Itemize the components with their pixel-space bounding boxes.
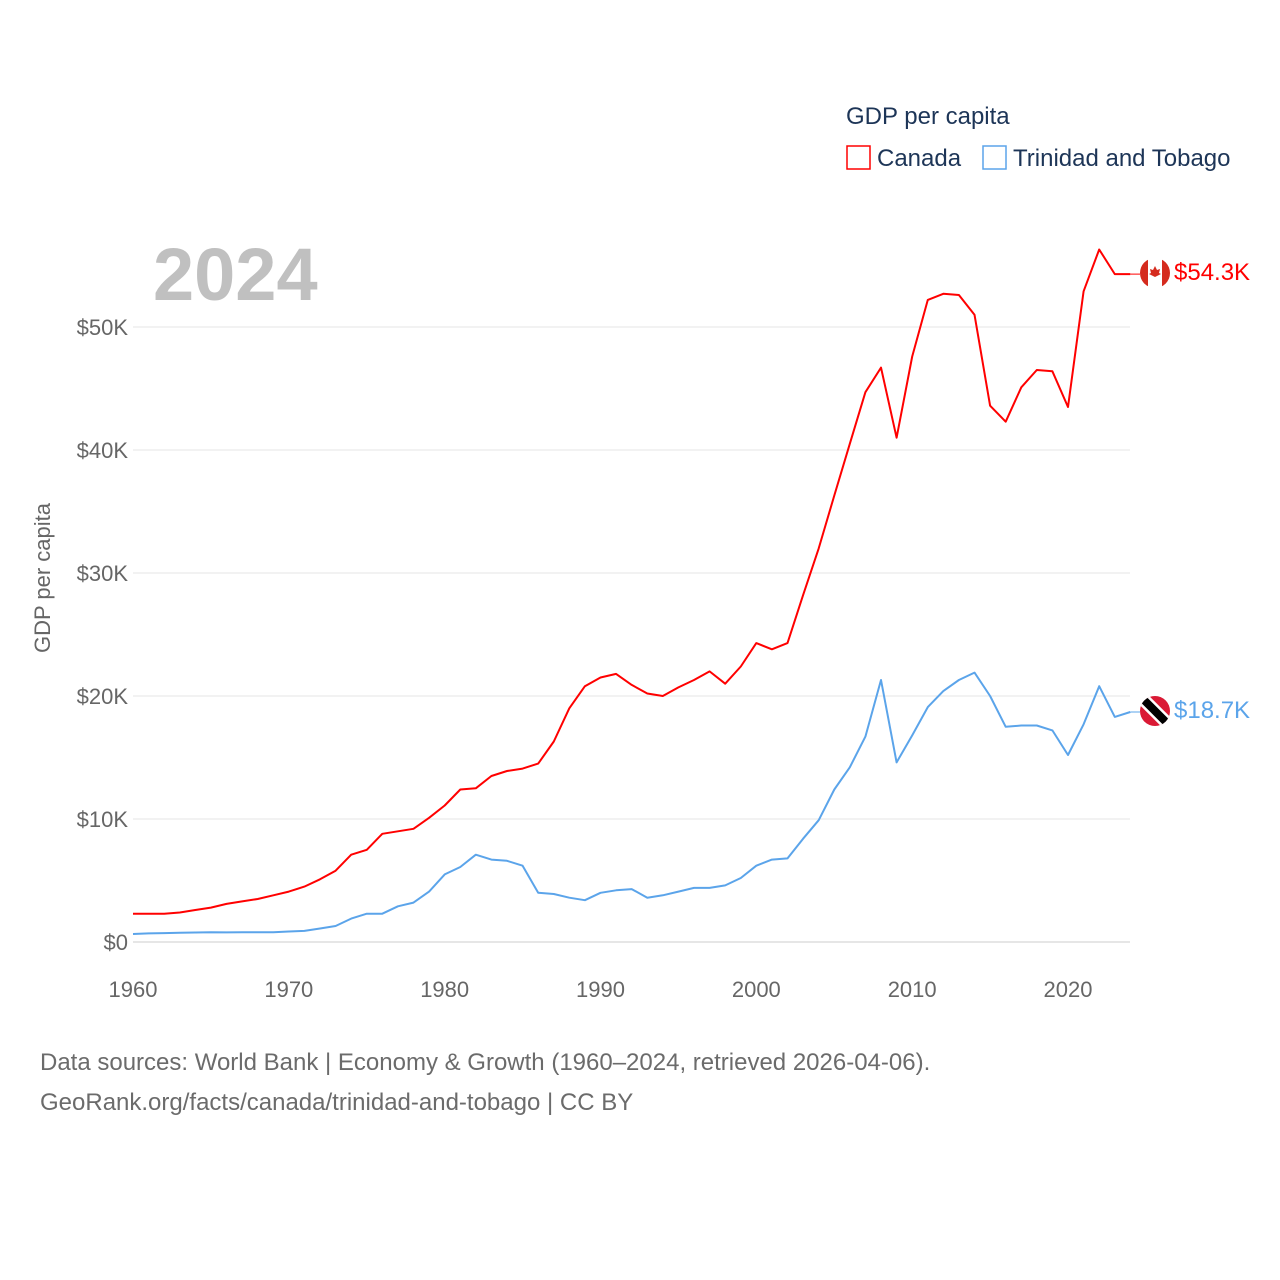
trinidad-end-label: $18.7K [1174,697,1250,724]
x-tick-label: 2010 [888,977,937,1002]
footer: Data sources: World Bank | Economy & Gro… [40,1043,930,1123]
year-label: 2024 [153,233,318,316]
y-axis-label: GDP per capita [30,502,55,653]
x-tick-label: 2000 [732,977,781,1002]
legend-item-canada[interactable]: Canada [846,145,962,172]
legend-label-canada: Canada [877,145,962,172]
trinidad-and-tobago-flag-icon [1140,696,1170,726]
series-line-trinidad-and-tobago [132,671,1131,935]
y-tick-label: $30K [77,561,129,586]
x-tick-label: 1990 [576,977,625,1002]
canada-end-label: $54.3K [1174,259,1250,286]
footer-attribution[interactable]: GeoRank.org/facts/canada/trinidad-and-to… [40,1089,634,1116]
y-axis-ticks: $0 $10K $20K $30K $40K $50K [77,315,129,955]
legend-item-trinidad[interactable]: Trinidad and Tobago [982,145,1231,172]
x-axis-ticks: 1960 1970 1980 1990 2000 2010 2020 [109,977,1093,1002]
canada-flag-icon [1140,258,1170,288]
x-tick-label: 1980 [420,977,469,1002]
x-tick-label: 2020 [1044,977,1093,1002]
y-tick-label: $50K [77,315,129,340]
legend-title: GDP per capita [846,103,1010,130]
x-tick-label: 1970 [264,977,313,1002]
y-tick-label: $10K [77,807,129,832]
y-tick-label: $0 [104,930,128,955]
series-line-canada [132,248,1131,915]
y-tick-label: $20K [77,684,129,709]
footer-sources: Data sources: World Bank | Economy & Gro… [40,1049,931,1076]
legend-swatch-canada [846,145,871,170]
legend-swatch-trinidad [982,145,1007,170]
legend-label-trinidad: Trinidad and Tobago [1013,145,1231,172]
x-tick-label: 1960 [109,977,158,1002]
grid-lines [133,326,1130,943]
y-tick-label: $40K [77,438,129,463]
